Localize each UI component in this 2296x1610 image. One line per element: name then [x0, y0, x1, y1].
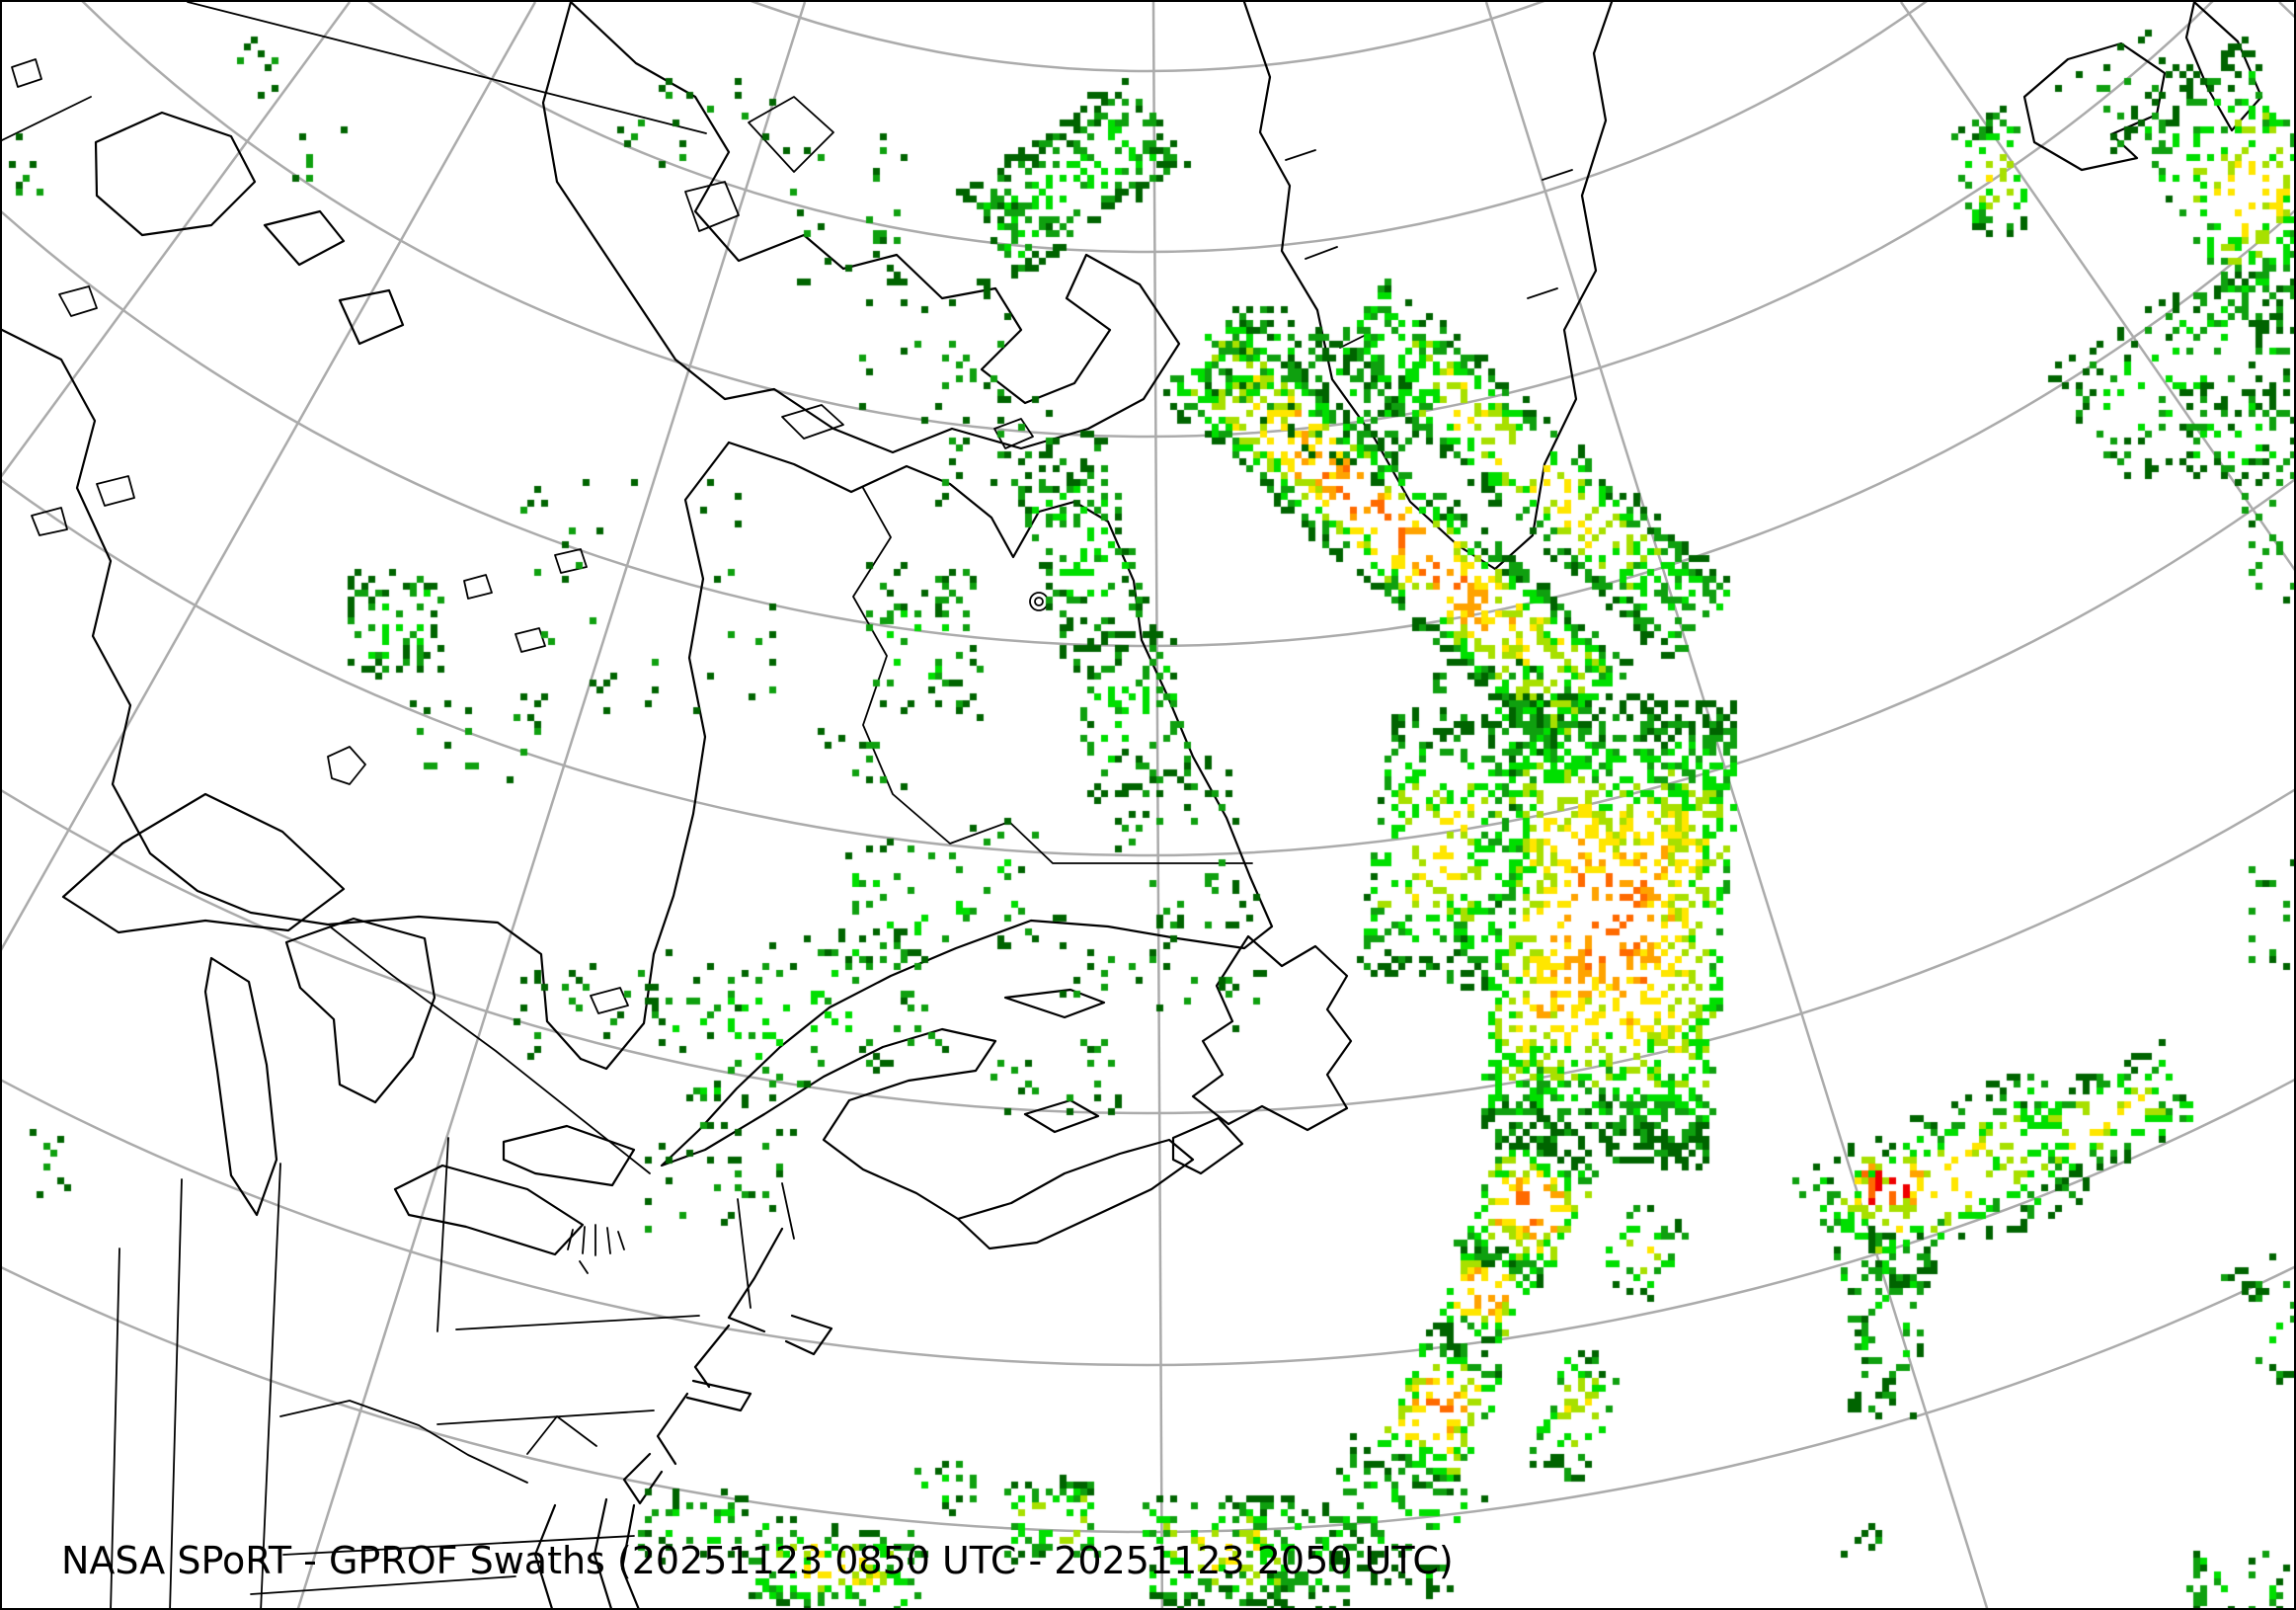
map-caption: NASA SPoRT - GPROF Swaths (20251123 0850… [61, 1539, 1454, 1582]
